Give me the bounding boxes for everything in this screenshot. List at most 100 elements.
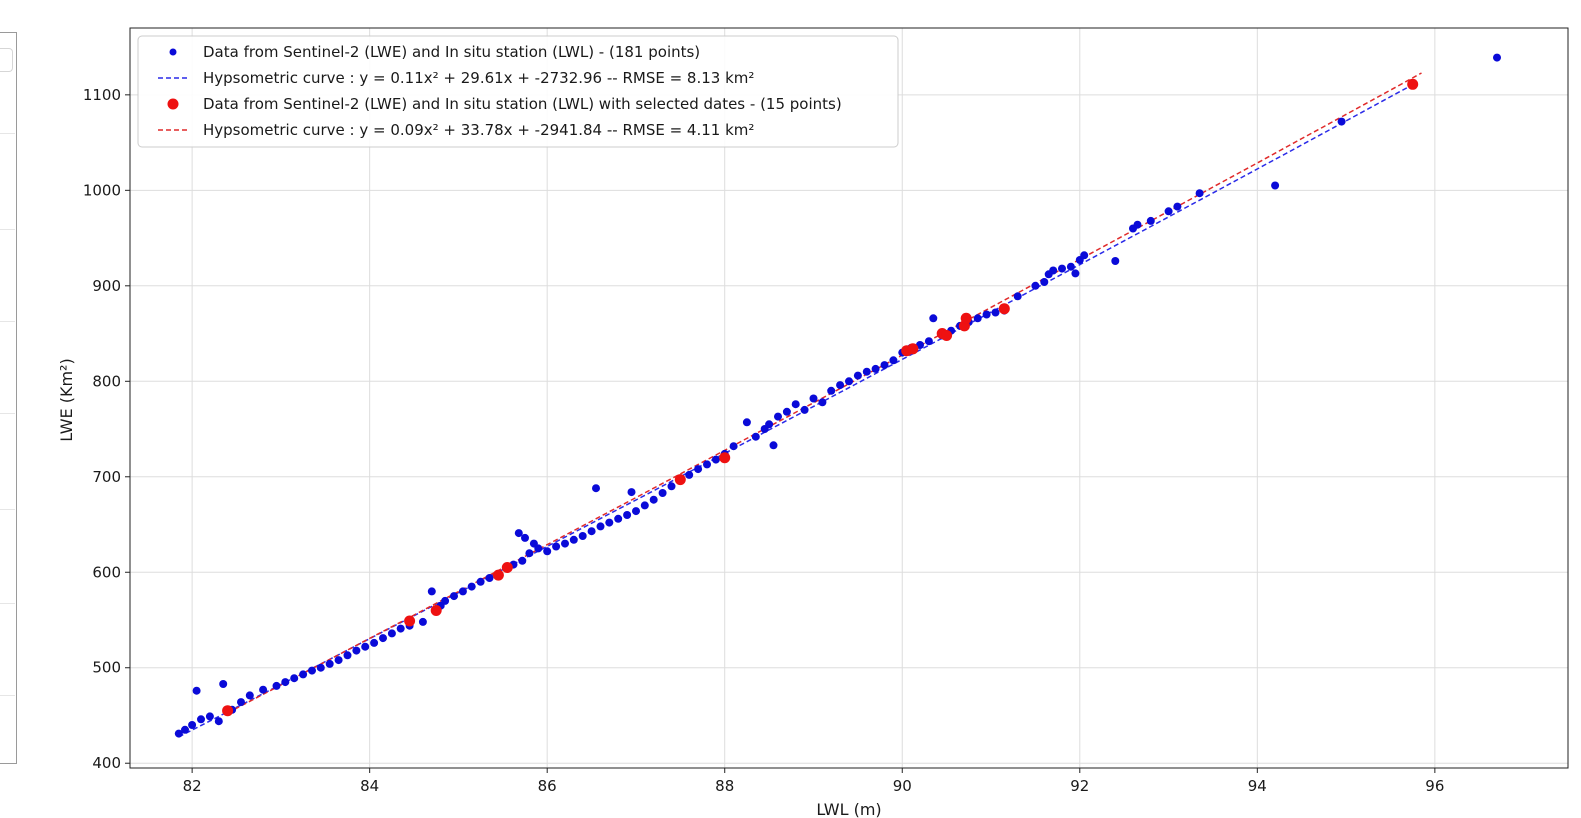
blue-fit-curve: [178, 86, 1409, 738]
blue-data-point: [316, 663, 325, 672]
blue-data-point: [237, 698, 245, 707]
blue-data-point: [765, 420, 774, 429]
blue-data-point: [1271, 181, 1280, 190]
blue-data-point: [853, 371, 862, 380]
blue-data-point: [1040, 278, 1049, 286]
red-data-point: [501, 562, 513, 573]
left-panel-divider: [0, 509, 15, 510]
legend-label: Hypsometric curve : y = 0.09x² + 33.78x …: [203, 121, 754, 139]
blue-data-point: [205, 712, 214, 721]
blue-data-point: [343, 651, 352, 660]
blue-data-point: [658, 489, 667, 497]
legend-label: Data from Sentinel-2 (LWE) and In situ s…: [203, 43, 700, 61]
blue-data-point: [769, 441, 778, 450]
y-tick-label: 900: [92, 277, 121, 295]
blue-data-point: [290, 674, 299, 683]
blue-data-point: [871, 364, 880, 373]
legend-label: Data from Sentinel-2 (LWE) and In situ s…: [203, 95, 842, 113]
blue-data-point: [485, 574, 494, 582]
blue-data-point: [569, 535, 578, 544]
y-tick-label: 700: [92, 468, 121, 486]
blue-data-point: [889, 356, 898, 365]
blue-data-point: [924, 337, 933, 346]
blue-data-point: [640, 501, 649, 510]
blue-data-point: [578, 532, 587, 540]
x-axis-ticks: 82 84 86 88 90 92 94 96: [183, 768, 1444, 795]
legend-label: Hypsometric curve : y = 0.11x² + 29.61x …: [203, 69, 754, 87]
blue-data-point: [181, 725, 189, 734]
y-tick-label: 800: [92, 372, 121, 390]
y-axis-label: LWE (Km²): [57, 358, 76, 441]
blue-data-point: [627, 488, 636, 497]
red-data-point: [222, 705, 234, 717]
blue-data-point: [1080, 251, 1089, 260]
left-panel-divider: [0, 695, 15, 696]
blue-data-point: [518, 556, 527, 565]
blue-data-point: [450, 592, 458, 601]
red-data-point: [960, 312, 972, 324]
blue-data-point: [192, 686, 201, 695]
blue-data-point: [685, 470, 694, 479]
red-data-point: [492, 569, 504, 581]
blue-data-point: [379, 634, 387, 643]
blue-data-point: [880, 361, 889, 370]
blue-data-point: [1058, 264, 1066, 273]
y-tick-label: 400: [92, 754, 121, 772]
x-tick-label: 94: [1248, 777, 1267, 795]
blue-data-point: [174, 729, 183, 738]
blue-data-point: [632, 507, 640, 516]
blue-data-point: [334, 656, 343, 665]
legend-marker-blue-points: [169, 48, 177, 56]
blue-data-point: [1013, 292, 1022, 301]
blue-data-point: [605, 518, 614, 527]
blue-data-point: [1049, 266, 1058, 275]
blue-data-point: [1066, 262, 1075, 271]
red-data-point: [430, 605, 442, 616]
blue-data-point: [836, 381, 845, 390]
red-data-point: [941, 330, 953, 341]
x-tick-label: 88: [715, 777, 734, 795]
legend-marker-red-points: [167, 98, 179, 110]
blue-data-point: [667, 482, 676, 491]
blue-data-point: [1195, 189, 1204, 198]
red-data-point: [998, 303, 1010, 315]
left-panel-divider: [0, 413, 15, 414]
blue-data-point: [514, 529, 523, 538]
red-data-point: [719, 452, 731, 464]
blue-data-point: [458, 587, 467, 596]
blue-data-point: [791, 400, 800, 409]
blue-data-point: [596, 522, 605, 531]
blue-data-point: [245, 691, 254, 700]
blue-data-point: [370, 638, 379, 647]
x-axis-label: LWL (m): [816, 800, 881, 818]
blue-data-point: [259, 685, 268, 694]
blue-data-point: [929, 314, 938, 323]
blue-data-point: [1133, 220, 1142, 229]
legend-box: [137, 35, 899, 148]
left-panel-divider: [0, 321, 15, 322]
left-panel-divider: [0, 133, 15, 134]
blue-data-point: [991, 308, 1000, 317]
blue-data-point: [361, 642, 370, 651]
blue-data-point: [592, 484, 600, 493]
x-tick-label: 84: [360, 777, 379, 795]
blue-data-point: [751, 432, 760, 441]
x-tick-label: 92: [1070, 777, 1089, 795]
blue-data-point: [1111, 257, 1120, 265]
left-panel-field[interactable]: [0, 48, 13, 72]
blue-data-point: [1031, 281, 1040, 290]
blue-data-point: [729, 442, 738, 451]
blue-data-point: [623, 511, 632, 519]
blue-data-point: [418, 617, 427, 626]
blue-data-point: [467, 582, 476, 591]
blue-data-point: [649, 495, 658, 504]
y-tick-label: 600: [92, 563, 121, 581]
x-tick-label: 82: [183, 777, 202, 795]
blue-data-point: [272, 681, 281, 690]
blue-data-point: [694, 465, 703, 474]
grid-lines: [130, 28, 1568, 768]
blue-data-point: [396, 624, 405, 633]
blue-data-point: [561, 539, 569, 548]
blue-data-point: [782, 407, 791, 416]
blue-data-point: [982, 310, 991, 319]
